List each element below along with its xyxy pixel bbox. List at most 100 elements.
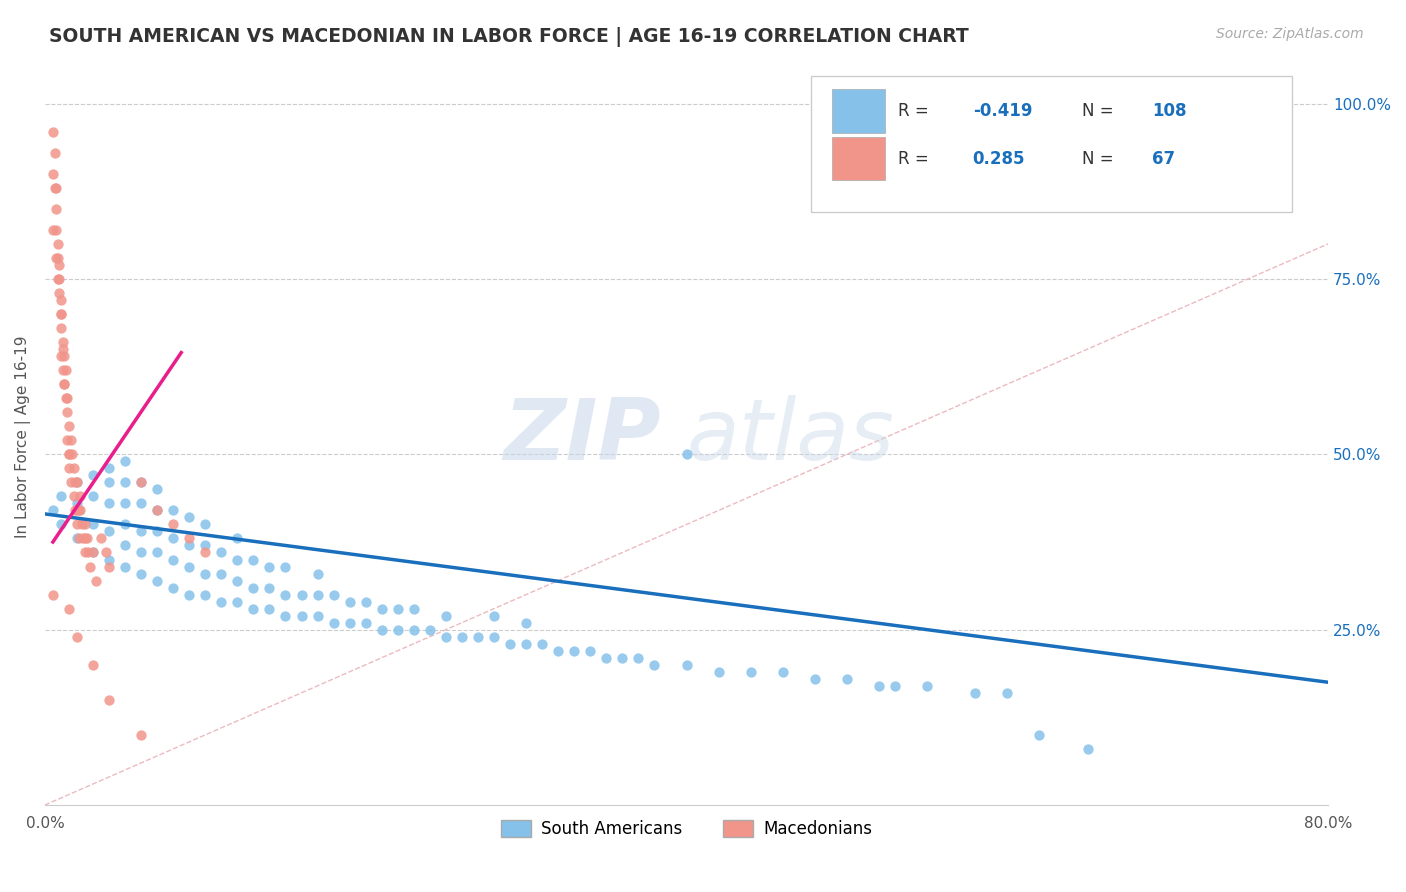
Point [209,566,232,581]
Point [965,686,987,700]
Point [209,594,232,608]
Point [884,679,907,693]
Point [114,517,136,532]
Point [66,630,89,644]
Text: 67: 67 [1153,150,1175,168]
Point [98,524,121,539]
Point [82,489,104,503]
Point [58,461,80,475]
Point [259,581,281,595]
Point [72,532,94,546]
Point [65,475,87,490]
Point [45,223,67,237]
Point [242,552,264,566]
Point [49,489,72,503]
Text: SOUTH AMERICAN VS MACEDONIAN IN LABOR FORCE | AGE 16-19 CORRELATION CHART: SOUTH AMERICAN VS MACEDONIAN IN LABOR FO… [49,27,969,46]
Point [675,657,697,672]
Point [402,601,425,615]
Point [66,532,89,546]
Point [98,559,121,574]
Text: R =: R = [898,102,934,120]
Point [48,258,70,272]
Point [58,601,80,615]
FancyBboxPatch shape [831,89,886,133]
Point [707,665,730,679]
Point [44,145,66,160]
Point [226,532,249,546]
Point [82,517,104,532]
Point [339,594,361,608]
Text: ZIP: ZIP [503,395,661,478]
Point [162,517,184,532]
Point [322,615,344,630]
Point [45,202,67,216]
Point [59,475,82,490]
Point [55,363,77,377]
Point [42,125,65,139]
Point [226,574,249,588]
Point [76,532,98,546]
Point [66,475,89,490]
Point [162,552,184,566]
Point [226,552,249,566]
Point [562,643,585,657]
Point [547,643,569,657]
Point [55,391,77,405]
Point [595,650,617,665]
Legend: South Americans, Macedonians: South Americans, Macedonians [494,813,879,845]
Point [179,588,201,602]
Point [49,517,72,532]
Point [354,594,377,608]
Point [84,574,107,588]
Point [82,545,104,559]
Point [114,475,136,490]
Point [48,272,70,286]
Point [48,285,70,300]
Point [612,650,634,665]
Point [290,608,312,623]
Text: 108: 108 [1153,102,1187,120]
Point [58,419,80,434]
Point [772,665,794,679]
Point [65,503,87,517]
Point [53,377,76,392]
Point [49,307,72,321]
Point [98,552,121,566]
Text: N =: N = [1081,150,1119,168]
Point [307,566,329,581]
Text: Source: ZipAtlas.com: Source: ZipAtlas.com [1216,27,1364,41]
Point [94,545,117,559]
Point [42,167,65,181]
Point [194,517,217,532]
Point [162,581,184,595]
Point [56,391,79,405]
Point [129,496,152,510]
Point [98,496,121,510]
Point [98,461,121,475]
Point [114,539,136,553]
Point [82,545,104,559]
Point [90,532,112,546]
Point [66,496,89,510]
Point [515,615,537,630]
Point [643,657,665,672]
Point [915,679,938,693]
Point [77,545,100,559]
Point [46,251,69,265]
Point [62,461,84,475]
Point [82,657,104,672]
Point [44,180,66,194]
Point [53,377,76,392]
Text: -0.419: -0.419 [973,102,1032,120]
Point [45,180,67,194]
Point [46,272,69,286]
Point [59,434,82,448]
Point [146,574,169,588]
Point [274,559,297,574]
Point [53,349,76,363]
Point [179,539,201,553]
Point [482,608,505,623]
Point [434,630,457,644]
Point [114,559,136,574]
Point [354,615,377,630]
